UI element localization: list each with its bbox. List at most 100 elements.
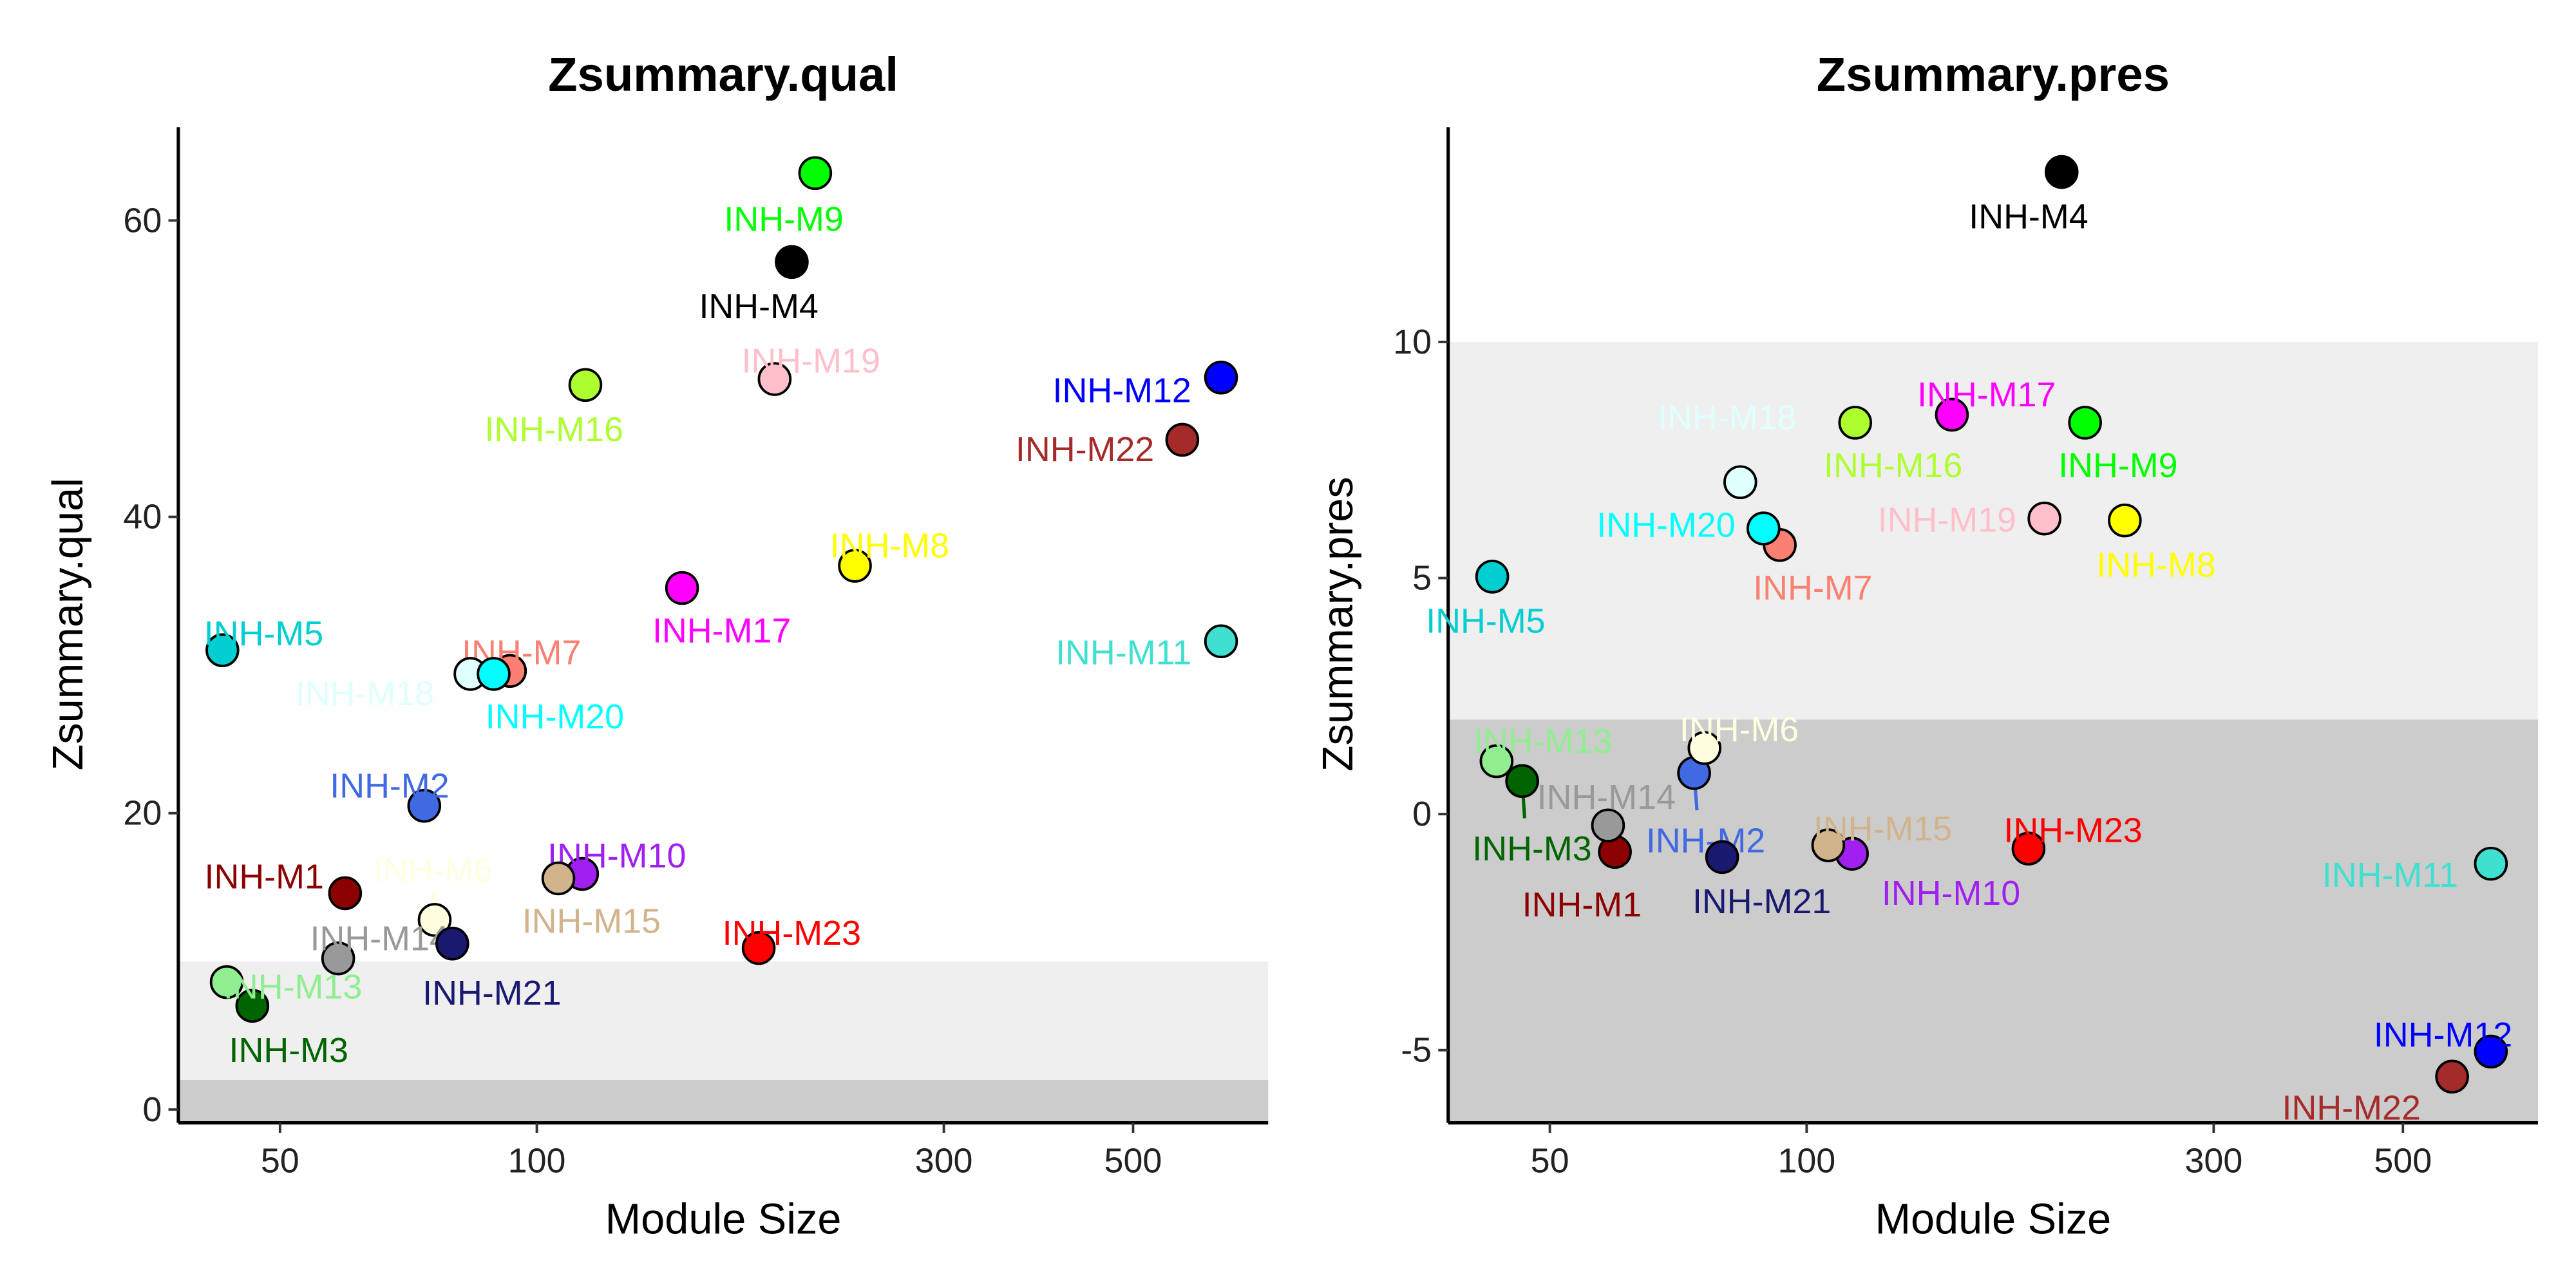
data-point-inh-m8 [2108,503,2142,538]
data-point-inh-m14 [321,941,355,976]
data-point-inh-m13 [1479,744,1514,779]
y-tick-label: 0 [1412,795,1432,833]
data-label-inh-m22: INH-M22 [2282,1088,2421,1127]
y-axis-label: Zsummary.qual [44,478,92,770]
y-tick-label: 60 [123,201,162,240]
data-label-inh-m11: INH-M11 [2322,856,2458,895]
data-label-inh-m12: INH-M12 [1053,372,1191,410]
data-label-inh-m17: INH-M17 [652,612,791,650]
data-label-inh-m3: INH-M3 [1472,829,1591,868]
x-tick-label: 500 [1104,1142,1162,1180]
x-tick-label: 300 [2184,1142,2242,1180]
y-tick-label: 40 [123,498,162,536]
data-point-inh-m12 [1204,360,1238,395]
data-point-inh-m5 [1475,560,1510,594]
data-point-inh-m22 [2435,1059,2469,1094]
data-point-inh-m20 [1747,511,1781,545]
data-label-inh-m2: INH-M2 [330,766,449,805]
x-axis-label: Module Size [1875,1195,2111,1243]
data-point-inh-m3 [1505,764,1539,799]
data-point-inh-m9 [2068,406,2102,440]
data-label-inh-m9: INH-M9 [2058,446,2177,485]
data-label-inh-m1: INH-M1 [204,857,323,896]
data-label-inh-m16: INH-M16 [1824,446,1962,485]
data-point-inh-m17 [665,571,699,605]
data-point-inh-m18 [1723,465,1757,500]
data-label-inh-m5: INH-M5 [204,614,323,653]
data-point-inh-m14 [1591,808,1625,843]
data-label-inh-m21: INH-M21 [422,974,561,1012]
threshold-band [178,1079,1269,1123]
data-point-inh-m13 [209,965,244,999]
x-tick-label: 500 [2374,1142,2432,1180]
panel-zsummary-pres: Zsummary.pres Module Size Zsummary.pres … [1314,48,2539,1243]
data-point-inh-m17 [1935,397,1969,432]
data-label-inh-m10: INH-M10 [1882,874,2020,913]
y-axis-label: Zsummary.pres [1314,477,1362,772]
data-label-inh-m1: INH-M1 [1522,886,1642,924]
data-label-inh-m13: INH-M13 [1473,722,1612,761]
data-point-inh-m6 [1687,731,1722,765]
panel-zsummary-qual: Zsummary.qual Module Size Zsummary.qual … [44,48,1269,1243]
y-tick-label: 10 [1393,323,1432,361]
data-point-inh-m5 [205,633,240,667]
data-label-inh-m8: INH-M8 [830,527,949,565]
data-label-inh-m14: INH-M14 [1537,778,1676,817]
threshold-band [1448,719,2539,1123]
x-tick-label: 100 [1777,1142,1835,1180]
chart-title: Zsummary.qual [548,48,898,101]
data-label-inh-m6: INH-M6 [1680,710,1799,749]
y-tick-label: 0 [142,1090,162,1129]
data-label-inh-m19: INH-M19 [1878,501,2016,540]
data-point-inh-m15 [1811,828,1846,862]
data-point-inh-m21 [435,926,469,961]
data-label-inh-m11: INH-M11 [1056,634,1191,672]
x-tick-label: 100 [508,1142,566,1180]
x-tick-label: 300 [915,1142,973,1180]
data-label-inh-m23: INH-M23 [2003,811,2142,849]
data-label-inh-m15: INH-M15 [1814,810,1952,848]
data-label-inh-m18: INH-M18 [1658,399,1796,437]
data-point-inh-m16 [1838,406,1873,440]
data-label-inh-m8: INH-M8 [2096,545,2215,584]
data-label-inh-m17: INH-M17 [1917,375,2056,414]
data-point-inh-m16 [568,368,603,402]
x-tick-label: 50 [1531,1142,1569,1180]
data-point-inh-m23 [2011,831,2046,866]
data-point-inh-m4 [775,245,809,279]
y-tick-label: 20 [123,794,162,833]
data-point-inh-m2 [407,788,442,823]
data-point-inh-m11 [2474,846,2508,881]
data-point-inh-m8 [838,549,872,583]
data-label-inh-m20: INH-M20 [1596,506,1735,544]
data-point-inh-m12 [2474,1034,2508,1069]
data-label-inh-m6: INH-M6 [374,851,493,889]
data-point-inh-m19 [757,362,792,396]
data-point-inh-m22 [1165,422,1200,457]
data-point-inh-m20 [477,657,511,691]
data-point-inh-m23 [741,931,776,965]
data-label-inh-m23: INH-M23 [723,914,861,952]
data-label-inh-m4: INH-M4 [1969,197,2088,236]
y-tick-label: -5 [1401,1031,1432,1070]
data-label-inh-m12: INH-M12 [2374,1016,2512,1054]
data-label-inh-m16: INH-M16 [485,410,623,449]
data-point-inh-m3 [235,989,270,1023]
data-label-inh-m19: INH-M19 [742,341,880,380]
data-label-inh-m9: INH-M9 [724,200,843,239]
y-tick-label: 5 [1412,559,1432,598]
data-label-inh-m18: INH-M18 [296,674,434,713]
data-point-inh-m1 [328,876,363,911]
threshold-band [1448,342,2539,720]
data-label-inh-m22: INH-M22 [1016,430,1154,469]
data-point-inh-m4 [2044,155,2079,189]
data-point-inh-m11 [1204,624,1238,659]
data-point-inh-m15 [541,861,576,896]
data-label-inh-m7: INH-M7 [1753,569,1872,607]
data-point-inh-m19 [2027,501,2061,536]
data-point-inh-m21 [1705,840,1739,875]
data-point-inh-m6 [417,903,452,937]
threshold-band [178,961,1269,1080]
data-label-inh-m3: INH-M3 [229,1031,348,1070]
